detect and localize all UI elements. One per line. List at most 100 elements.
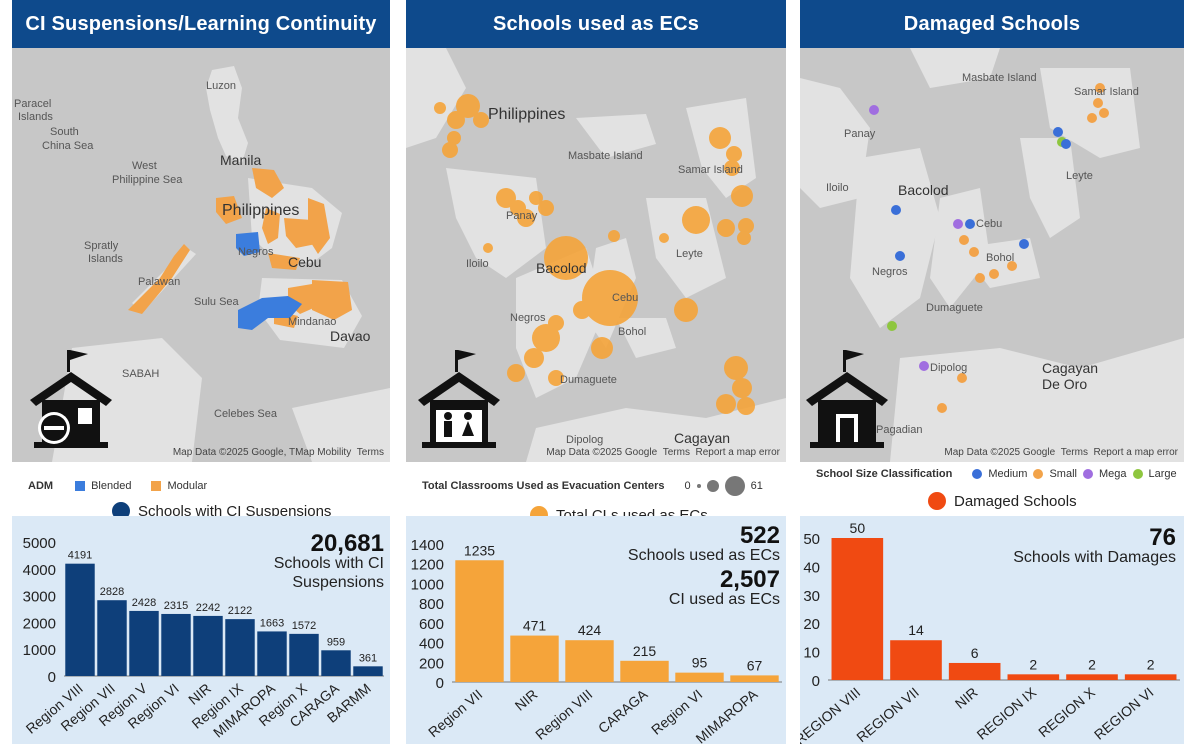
bar[interactable] — [455, 560, 504, 682]
legend-dot-medium — [972, 469, 983, 479]
map-label-iloilo: Iloilo — [826, 182, 849, 194]
map-label-celebes: Celebes Sea — [214, 408, 277, 420]
map-label-cagayan: Cagayan — [1042, 360, 1099, 376]
bar[interactable] — [730, 675, 779, 682]
panel-ci-suspensions: CI Suspensions/Learning Continuity — [12, 0, 390, 744]
map-label-de-oro: De Oro — [1042, 376, 1088, 392]
kpi-label-2: CI used as ECs — [668, 591, 780, 608]
bar[interactable] — [193, 615, 223, 676]
map-label-dipolog: Dipolog — [930, 362, 968, 374]
legend-dot-small — [1033, 469, 1044, 479]
bar[interactable] — [161, 613, 191, 676]
bar[interactable] — [321, 650, 351, 676]
map-label-samar: Samar Island — [1074, 86, 1139, 98]
bar[interactable] — [65, 563, 95, 676]
legend-mid-dot — [706, 480, 719, 492]
panel-title: Schools used as ECs — [406, 0, 786, 48]
data-label: 2428 — [132, 597, 156, 609]
bar[interactable] — [129, 610, 159, 676]
bar[interactable] — [565, 640, 614, 682]
report-map-error-link[interactable]: Report a map error — [1093, 447, 1178, 458]
map-label-leyte: Leyte — [676, 248, 703, 260]
y-tick-label: 40 — [803, 559, 820, 576]
bar[interactable] — [831, 538, 884, 680]
damage-points — [869, 83, 1109, 413]
kpi-value: 20,681 — [310, 530, 384, 557]
terms-link[interactable]: Terms — [1060, 447, 1088, 458]
x-tick-label: Region VIII — [532, 686, 595, 743]
map-schools-ecs[interactable]: Philippines Masbate Island Samar Island … — [406, 48, 786, 462]
data-label: 1663 — [260, 617, 284, 629]
map-label-cebu: Cebu — [976, 218, 1003, 230]
map-damaged-schools[interactable]: Masbate Island Samar Island Panay Iloilo… — [800, 48, 1184, 462]
map-label-cebu: Cebu — [612, 292, 639, 304]
map-label-masbate: Masbate Island — [962, 72, 1037, 84]
y-tick-label: 10 — [803, 645, 820, 662]
bar[interactable] — [1124, 674, 1177, 680]
bar[interactable] — [948, 662, 1001, 680]
bar-chart: 0 200 400 600 800 1000 1200 1400 1235 Region VII 4… — [411, 537, 782, 744]
legend-label-blended: Blended — [91, 480, 132, 492]
y-tick-label: 30 — [803, 588, 820, 605]
data-label: 361 — [359, 652, 377, 664]
data-label: 2828 — [100, 586, 124, 598]
bar[interactable] — [225, 619, 255, 676]
terms-link[interactable]: Terms — [356, 447, 384, 458]
data-label: 2 — [1088, 656, 1096, 672]
y-tick-label: 800 — [419, 596, 444, 613]
kpi-label: Schools with Damages — [1013, 549, 1176, 566]
legend-large-dot — [724, 476, 745, 496]
series-legend-label: Damaged Schools — [954, 492, 1077, 510]
map-label-negros: Negros — [510, 312, 546, 324]
map-attribution: Map Data ©2025 Google Terms Report a map… — [546, 447, 780, 458]
y-tick-label: 3000 — [23, 589, 56, 606]
map-label-dumaguete: Dumaguete — [560, 374, 617, 386]
legend-min: 0 — [684, 480, 691, 492]
series-legend-dot — [928, 492, 946, 510]
bar[interactable] — [257, 631, 287, 676]
map-shapes — [800, 48, 1184, 462]
kpi-value-2: 2,507 — [719, 566, 780, 593]
map-label-sulu: Sulu Sea — [194, 296, 239, 308]
bar[interactable] — [353, 666, 383, 676]
bar[interactable] — [675, 672, 724, 682]
map-attribution: Map Data ©2025 Google Terms Report a map… — [944, 447, 1178, 458]
map-label-luzon: Luzon — [206, 80, 236, 92]
map-label-davao: Davao — [330, 328, 371, 344]
ec-size-legend: Total Classrooms Used as Evacuation Cent… — [422, 476, 763, 496]
map-label-cebu: Cebu — [288, 254, 322, 270]
data-label: 1235 — [464, 542, 495, 558]
map-label-negros: Negros — [238, 246, 274, 258]
bar[interactable] — [620, 660, 669, 682]
series-legend: Damaged Schools — [928, 492, 1077, 510]
report-map-error-link[interactable]: Report a map error — [695, 447, 780, 458]
legend-label-small: Small — [1049, 468, 1077, 480]
map-label-leyte: Leyte — [1066, 170, 1093, 182]
data-label: 4191 — [68, 550, 92, 562]
bar[interactable] — [890, 640, 942, 680]
adm-legend: ADM Blended Modular — [28, 480, 207, 492]
series-legend-label: Schools with CI Suspensions — [138, 502, 332, 520]
bar[interactable] — [510, 635, 559, 682]
map-label-palawan: Palawan — [138, 276, 181, 288]
size-legend: School Size Classification Medium Small … — [816, 468, 1177, 480]
bar[interactable] — [289, 633, 319, 676]
map-label-manila: Manila — [220, 152, 262, 168]
map-label-philippines: Philippines — [488, 106, 566, 123]
bar[interactable] — [1066, 674, 1118, 680]
bar[interactable] — [1007, 674, 1060, 680]
legend-title: Total Classrooms Used as Evacuation Cent… — [422, 480, 665, 492]
legend-label-large: Large — [1148, 468, 1177, 480]
terms-link[interactable]: Terms — [662, 447, 690, 458]
map-label-spratly-2: Islands — [88, 253, 123, 265]
map-label-iloilo: Iloilo — [466, 258, 489, 270]
map-ci-suspensions[interactable]: Paracel Islands South China Sea Luzon We… — [12, 48, 390, 462]
x-tick-label: MIMAROPA — [693, 686, 761, 744]
map-label-bohol: Bohol — [986, 252, 1015, 264]
bar[interactable] — [97, 600, 127, 676]
legend-max: 61 — [750, 480, 763, 492]
panel-schools-ecs: Schools used as ECs — [406, 0, 786, 744]
data-label: 959 — [327, 636, 345, 648]
